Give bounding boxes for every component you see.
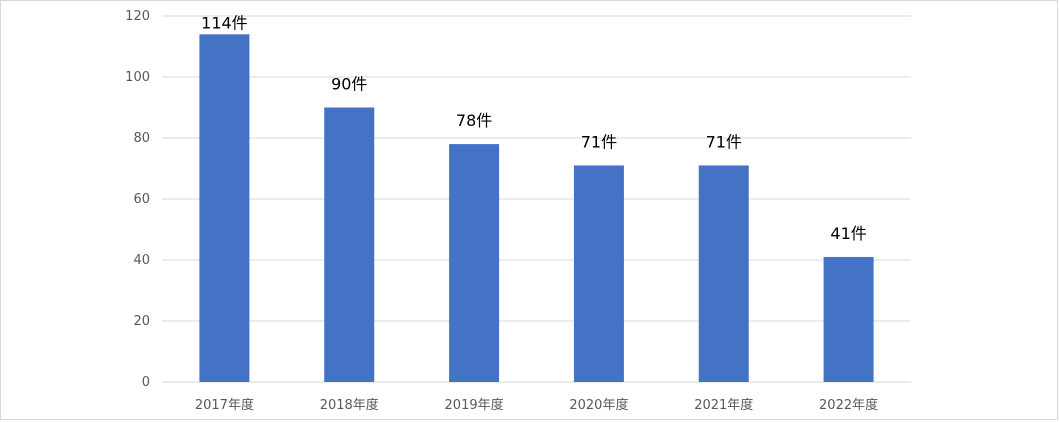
bar [449, 144, 500, 382]
data-label: 71件 [581, 132, 617, 151]
y-tick-label: 100 [125, 70, 150, 85]
x-category-label: 2017年度 [195, 397, 254, 413]
bar [324, 107, 375, 382]
data-label: 78件 [456, 111, 492, 130]
y-tick-label: 20 [133, 314, 150, 329]
y-tick-label: 40 [133, 253, 150, 268]
data-labels: 114件 90件 78件 71件 71件 41件 [201, 13, 867, 243]
y-tick-label: 80 [133, 131, 150, 146]
y-tick-label: 60 [133, 192, 150, 207]
x-category-label: 2020年度 [569, 397, 628, 413]
x-category-label: 2022年度 [819, 397, 878, 413]
data-label: 41件 [830, 224, 866, 243]
bar [698, 165, 749, 382]
data-label: 114件 [201, 13, 248, 32]
y-axis-ticks: 0 20 40 60 80 100 120 [125, 9, 150, 390]
x-category-label: 2018年度 [320, 397, 379, 413]
y-tick-label: 120 [125, 9, 150, 24]
data-label: 90件 [331, 75, 367, 94]
data-label: 71件 [706, 132, 742, 151]
bar [199, 34, 250, 383]
x-category-label: 2021年度 [694, 397, 753, 413]
bar [823, 256, 874, 382]
x-category-label: 2019年度 [445, 397, 504, 413]
bars [199, 34, 874, 383]
bar [573, 165, 624, 382]
x-axis-categories: 2017年度 2018年度 2019年度 2020年度 2021年度 2022年度 [195, 397, 878, 413]
gridlines [162, 15, 911, 383]
y-tick-label: 0 [142, 375, 150, 390]
